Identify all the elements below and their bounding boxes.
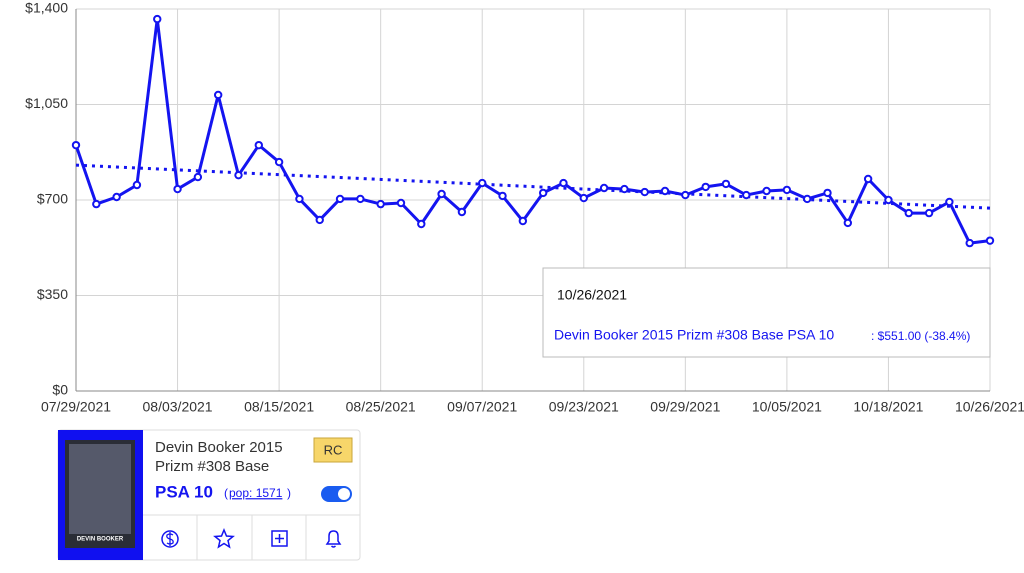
point [884,195,893,205]
point [457,207,467,217]
point [782,185,792,195]
point [762,186,771,196]
tooltip-box [542,267,991,358]
point [924,208,934,218]
chart: $0 $350 $700 $1,050 $1,400 07/29/2021 08/03/20… [25,0,1024,415]
point [396,198,406,208]
point [193,172,203,182]
pop-paren: ( [224,486,228,500]
point [274,157,284,167]
point [579,193,588,203]
toggle-knob [338,488,350,500]
y-tick-label: $350 [37,286,68,302]
point [945,197,954,207]
card-title-line: Devin Booker 2015 [155,439,283,456]
point [701,182,710,192]
point [478,178,487,188]
point [254,140,263,150]
point [173,184,182,194]
point [92,199,101,209]
tooltip-date: 10/26/2021 [557,287,627,303]
alert-button[interactable] [325,530,342,548]
point [742,190,751,200]
x-tick-label: 08/15/2021 [244,399,314,415]
point [599,183,609,193]
rc-badge [313,437,353,463]
point [904,208,913,218]
x-tick-label: 08/03/2021 [143,399,213,415]
point [518,216,528,226]
point [823,188,832,198]
card-title-line: Prizm #308 Base [155,458,269,475]
y-tick-label: $1,050 [25,95,68,111]
x-tick-label: 09/23/2021 [549,399,619,415]
rc-badge-text: RC [324,442,343,457]
x-tick-label: 10/05/2021 [752,399,822,415]
x-tick-label: 08/25/2021 [346,399,416,415]
add-button[interactable] [271,530,288,547]
point [985,236,995,245]
point [721,179,731,189]
point [356,194,365,204]
point [71,140,81,150]
point [437,189,446,199]
x-tick-label: 09/29/2021 [650,399,720,415]
card-image-text: DEVIN BOOKER [77,537,124,543]
point [660,186,670,196]
point [132,180,142,190]
point [234,170,243,180]
trend-line [75,163,991,210]
point [335,194,345,204]
point [965,238,974,248]
point [498,191,507,201]
x-tick-label: 09/07/2021 [447,399,517,415]
price-line [74,17,991,245]
tooltip: 10/26/2021 Devin Booker 2015 Prizm #308 … [542,267,991,358]
y-tick-label: $700 [37,191,68,207]
pop-link[interactable]: pop: 1571 [229,486,283,500]
point [538,188,548,198]
point [863,174,873,184]
point [376,199,385,209]
tooltip-series: Devin Booker 2015 Prizm #308 Base PSA 10 [554,327,834,343]
card-photo [69,444,131,534]
x-tick-label: 10/26/2021 [955,399,1024,415]
point [315,215,324,225]
point [640,187,649,197]
point [213,90,223,100]
grade: PSA 10 [155,482,213,501]
tooltip-value: : $551.00 (-38.4%) [871,329,970,343]
point [843,218,853,228]
point [153,14,162,24]
point [620,184,629,194]
point [559,178,568,188]
pop-paren: ) [287,486,291,500]
point [681,190,690,200]
point [803,194,812,204]
card: DEVIN BOOKER Devin Booker 2015 Prizm #30… [57,429,361,561]
point [295,194,304,204]
x-tick-label: 10/18/2021 [853,399,923,415]
x-tick-label: 07/29/2021 [41,399,111,415]
y-tick-label: $0 [52,382,68,398]
price-button[interactable] [161,530,179,548]
point [112,192,121,202]
point [417,219,426,229]
star-button[interactable] [213,528,235,549]
y-tick-label: $1,400 [25,0,68,16]
